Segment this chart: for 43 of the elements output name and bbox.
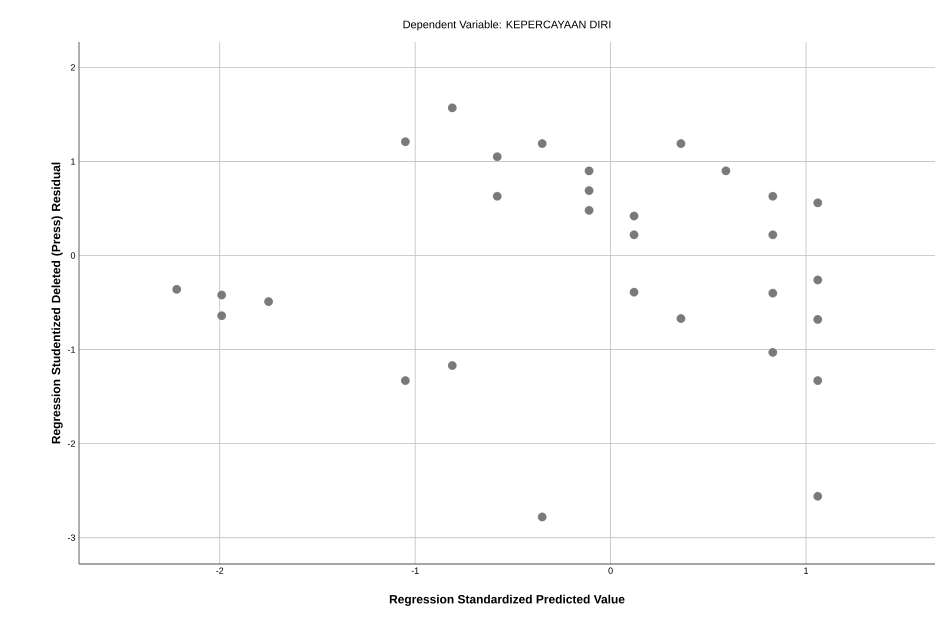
point (630, 212, 638, 220)
point (630, 230, 638, 240)
x-tick-label: -1 (412, 568, 419, 574)
point (768, 348, 778, 357)
point (172, 284, 182, 294)
x-tick-label: 1 (804, 568, 808, 574)
point (400, 137, 410, 146)
point (813, 198, 822, 208)
y-tick-label: -2 (68, 440, 76, 447)
point (768, 288, 778, 298)
point (492, 152, 502, 162)
point (492, 192, 502, 201)
point (217, 290, 226, 300)
point (813, 276, 822, 284)
point (448, 103, 457, 112)
point (584, 186, 594, 195)
point (722, 166, 730, 176)
point (813, 315, 822, 324)
y-tick-label: 1 (71, 158, 76, 165)
y-tick-label: 2 (70, 64, 76, 71)
point (264, 297, 273, 306)
y-tick-label: -1 (68, 346, 76, 353)
x-tick-label: -2 (216, 568, 224, 574)
point (768, 230, 778, 240)
x-axis-title: Regression Standardized Predicted Value (390, 594, 625, 606)
chart-title: Dependent Variable: KEPERCAYAAN DIRI (404, 20, 610, 30)
point (400, 376, 410, 385)
y-axis-title: Regression Studentized Deleted (Press) Residual (51, 162, 63, 444)
x-tick-label: 0 (608, 568, 613, 574)
point (538, 512, 547, 522)
point (584, 206, 594, 215)
point (676, 139, 686, 148)
point (813, 492, 822, 501)
point (584, 166, 594, 176)
point (538, 139, 547, 148)
y-tick-label: 0 (70, 252, 76, 259)
y-tick-label: -3 (68, 534, 76, 541)
point (630, 288, 638, 297)
point (676, 314, 686, 323)
point (217, 311, 226, 320)
point (448, 361, 457, 370)
point (813, 376, 822, 385)
point (768, 192, 778, 201)
